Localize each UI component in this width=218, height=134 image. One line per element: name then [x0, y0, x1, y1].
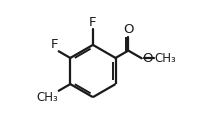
Text: F: F [89, 16, 97, 29]
Text: O: O [123, 23, 134, 36]
Text: CH₃: CH₃ [36, 91, 58, 105]
Text: O: O [142, 52, 153, 65]
Text: CH₃: CH₃ [155, 52, 177, 65]
Text: F: F [51, 38, 58, 51]
